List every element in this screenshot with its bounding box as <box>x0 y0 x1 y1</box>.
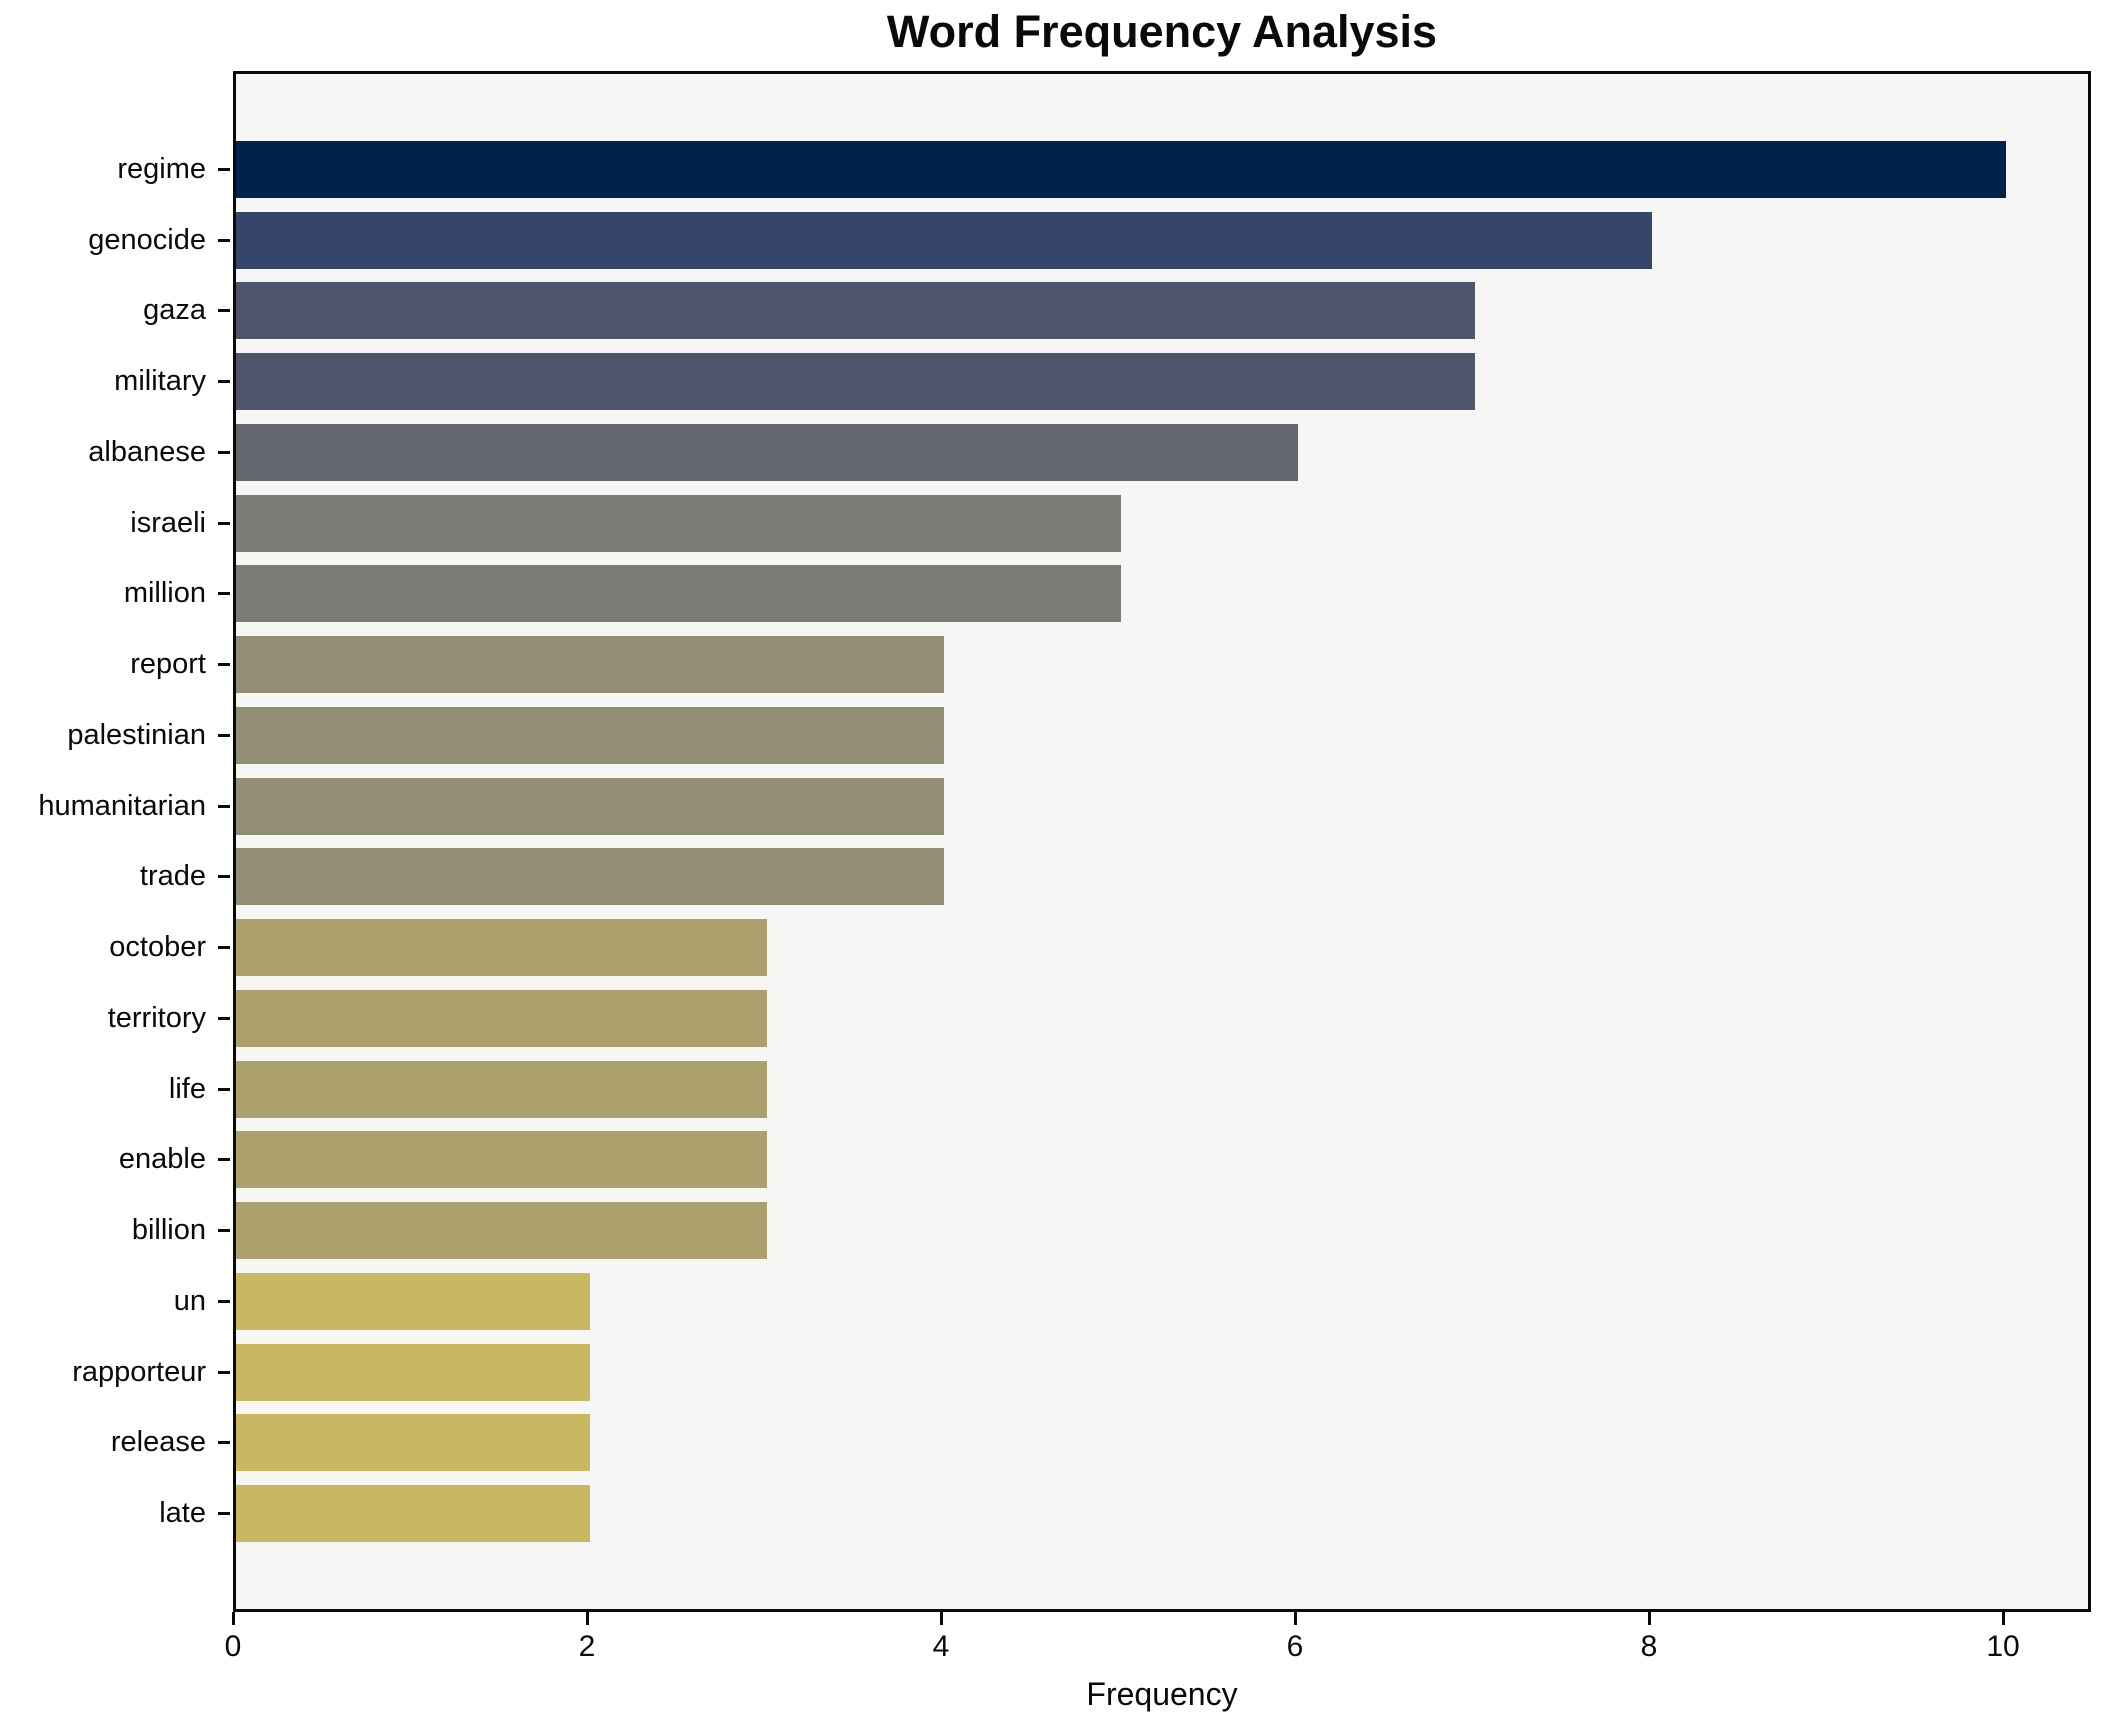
y-tick-mark <box>218 733 230 737</box>
x-tick-mark <box>1294 1612 1297 1625</box>
y-tick-label: territory <box>107 1001 206 1034</box>
y-tick-mark <box>218 663 230 667</box>
bar-row: enable <box>0 1125 2112 1196</box>
x-tick-label: 4 <box>932 1630 950 1663</box>
y-tick-label: release <box>110 1426 206 1459</box>
frequency-bar <box>236 1414 590 1472</box>
bar-row: release <box>0 1408 2112 1479</box>
y-tick-label: late <box>159 1497 206 1530</box>
x-tick-mark <box>1648 1612 1651 1625</box>
y-tick-mark <box>218 238 230 242</box>
frequency-bar <box>236 282 1475 340</box>
y-tick-label: enable <box>118 1143 206 1176</box>
y-tick-label: gaza <box>143 294 206 327</box>
y-tick-label: palestinian <box>67 718 206 751</box>
frequency-bar <box>236 1131 767 1189</box>
y-tick-label: military <box>114 365 206 398</box>
frequency-bar <box>236 989 767 1047</box>
frequency-bar <box>236 848 944 906</box>
bar-row: gaza <box>0 276 2112 347</box>
frequency-bar <box>236 565 1121 623</box>
frequency-bar <box>236 706 944 764</box>
y-tick-label: regime <box>117 152 206 185</box>
y-tick-mark <box>218 875 230 879</box>
y-tick-label: humanitarian <box>38 789 206 822</box>
y-tick-mark <box>218 450 230 454</box>
x-axis-label: Frequency <box>1086 1676 1238 1712</box>
y-tick-label: un <box>173 1284 206 1317</box>
bar-row: rapporteur <box>0 1337 2112 1408</box>
y-tick-label: albanese <box>88 435 206 468</box>
frequency-bar <box>236 1202 767 1260</box>
bar-row: palestinian <box>0 700 2112 771</box>
y-tick-mark <box>218 1370 230 1374</box>
bar-row: october <box>0 912 2112 983</box>
y-tick-mark <box>218 592 230 596</box>
bar-row: billion <box>0 1195 2112 1266</box>
frequency-bar <box>236 494 1121 552</box>
y-tick-mark <box>218 1016 230 1020</box>
x-tick-label: 10 <box>1986 1630 2020 1663</box>
bar-row: million <box>0 559 2112 630</box>
x-axis: 0 2 4 6 8 10 <box>225 1612 2091 1682</box>
y-tick-label: israeli <box>130 506 206 539</box>
x-tick-label: 8 <box>1640 1630 1658 1663</box>
frequency-bar <box>236 423 1298 481</box>
y-tick-label: rapporteur <box>72 1355 206 1388</box>
frequency-bar <box>236 919 767 977</box>
bar-row: territory <box>0 983 2112 1054</box>
y-tick-mark <box>218 167 230 171</box>
y-tick-mark <box>218 1441 230 1445</box>
x-tick-mark <box>940 1612 943 1625</box>
frequency-bar <box>236 211 1652 269</box>
y-tick-label: life <box>168 1072 206 1105</box>
frequency-bar <box>236 636 944 694</box>
bar-rows: regime genocide gaza military albanese israel… <box>0 71 2112 1612</box>
y-tick-mark <box>218 1512 230 1516</box>
bar-row: trade <box>0 842 2112 913</box>
x-tick-mark <box>586 1612 589 1625</box>
y-tick-label: billion <box>131 1214 206 1247</box>
x-tick-mark <box>2002 1612 2005 1625</box>
x-tick-mark <box>232 1612 235 1625</box>
frequency-bar <box>236 353 1475 411</box>
y-tick-label: october <box>109 931 206 964</box>
y-tick-mark <box>218 380 230 384</box>
y-tick-label: report <box>130 648 206 681</box>
y-tick-label: trade <box>139 860 206 893</box>
bar-row: un <box>0 1266 2112 1337</box>
frequency-bar <box>236 1485 590 1543</box>
x-tick-label: 2 <box>578 1630 596 1663</box>
bar-row: humanitarian <box>0 771 2112 842</box>
bar-row: genocide <box>0 205 2112 276</box>
x-tick-label: 6 <box>1286 1630 1304 1663</box>
bar-row: regime <box>0 134 2112 205</box>
x-tick-label: 0 <box>224 1630 242 1663</box>
bar-row: life <box>0 1054 2112 1125</box>
bar-row: israeli <box>0 488 2112 559</box>
bar-row: military <box>0 346 2112 417</box>
y-tick-mark <box>218 804 230 808</box>
bar-row: late <box>0 1478 2112 1549</box>
y-tick-mark <box>218 1299 230 1303</box>
chart-title: Word Frequency Analysis <box>886 6 1438 57</box>
frequency-bar <box>236 1060 767 1118</box>
y-tick-label: genocide <box>88 223 206 256</box>
y-tick-label: million <box>123 577 206 610</box>
bar-row: report <box>0 629 2112 700</box>
y-tick-mark <box>218 946 230 950</box>
frequency-bar <box>236 777 944 835</box>
y-tick-mark <box>218 1158 230 1162</box>
bar-row: albanese <box>0 417 2112 488</box>
y-tick-mark <box>218 309 230 313</box>
frequency-bar <box>236 1343 590 1401</box>
y-tick-mark <box>218 521 230 525</box>
frequency-bar <box>236 140 2006 198</box>
y-tick-mark <box>218 1229 230 1233</box>
y-tick-mark <box>218 1087 230 1091</box>
frequency-bar <box>236 1272 590 1330</box>
